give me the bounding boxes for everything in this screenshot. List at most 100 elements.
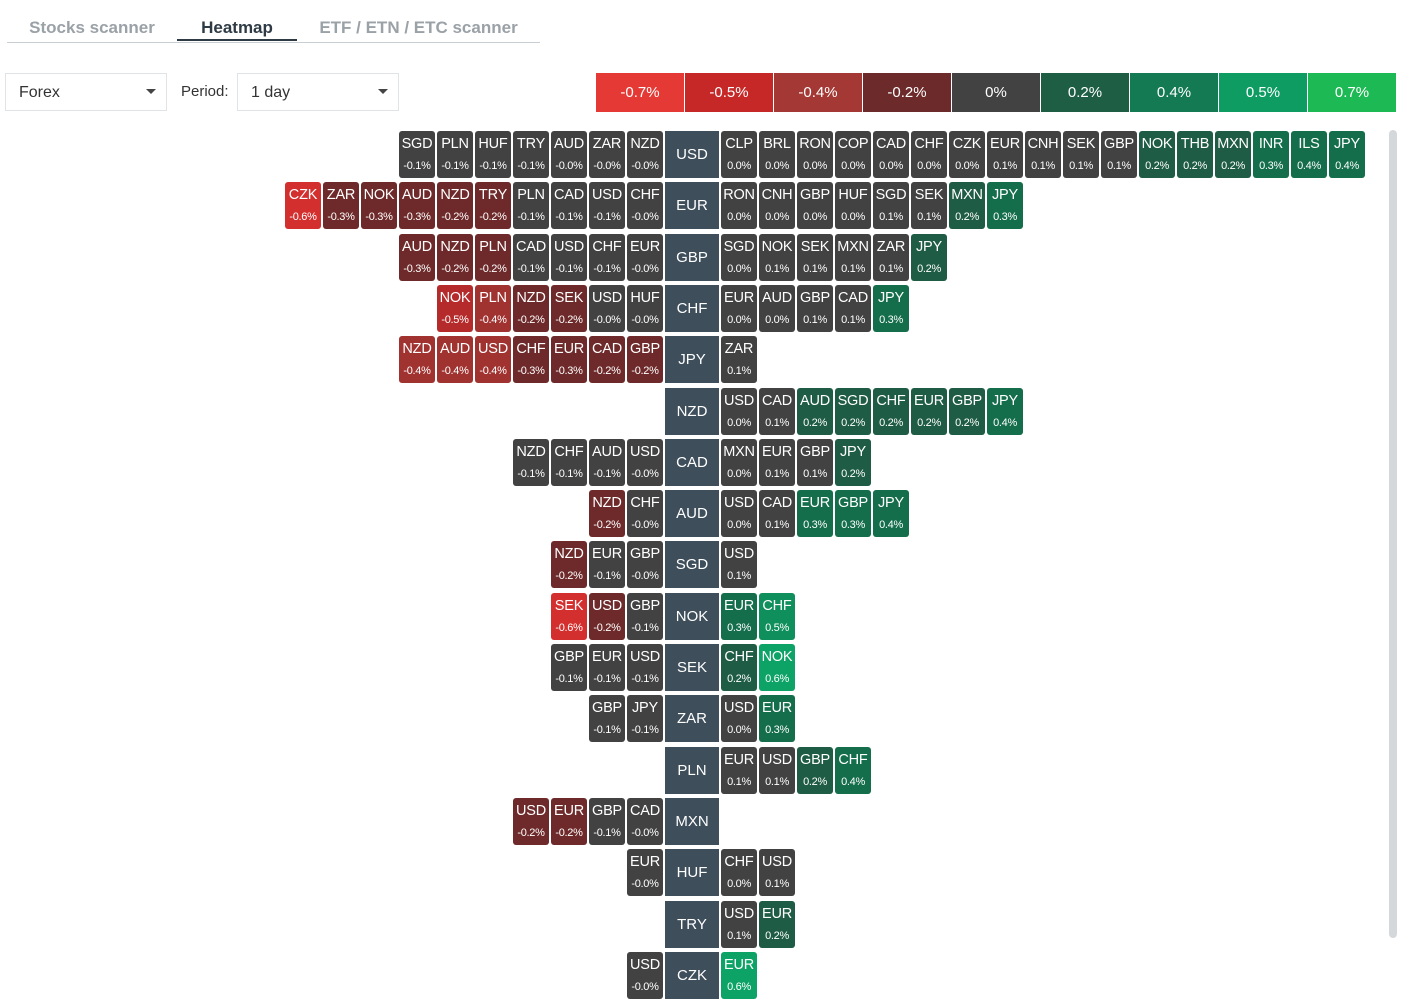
heatmap-cell-sek[interactable]: SEK 0.1% (797, 234, 833, 281)
heatmap-cell-chf[interactable]: CHF 0.0% (721, 849, 757, 896)
heatmap-cell-aud[interactable]: AUD -0.4% (437, 336, 473, 383)
base-currency-try[interactable]: TRY (665, 901, 719, 948)
heatmap-cell-gbp[interactable]: GBP 0.2% (797, 747, 833, 794)
heatmap-cell-try[interactable]: TRY -0.1% (513, 131, 549, 178)
heatmap-cell-cad[interactable]: CAD 0.1% (759, 388, 795, 435)
heatmap-cell-clp[interactable]: CLP 0.0% (721, 131, 757, 178)
heatmap-cell-sek[interactable]: SEK 0.1% (911, 182, 947, 229)
heatmap-cell-nzd[interactable]: NZD -0.4% (399, 336, 435, 383)
heatmap-cell-chf[interactable]: CHF -0.0% (627, 182, 663, 229)
heatmap-cell-sgd[interactable]: SGD -0.1% (399, 131, 435, 178)
asset-class-select[interactable]: Forex (5, 73, 167, 111)
heatmap-cell-zar[interactable]: ZAR -0.0% (589, 131, 625, 178)
heatmap-cell-zar[interactable]: ZAR 0.1% (873, 234, 909, 281)
heatmap-cell-ils[interactable]: ILS 0.4% (1291, 131, 1327, 178)
heatmap-cell-usd[interactable]: USD -0.1% (589, 182, 625, 229)
heatmap-cell-eur[interactable]: EUR 0.3% (721, 593, 757, 640)
heatmap-cell-inr[interactable]: INR 0.3% (1253, 131, 1289, 178)
heatmap-cell-mxn[interactable]: MXN 0.2% (1215, 131, 1251, 178)
heatmap-cell-usd[interactable]: USD 0.0% (721, 695, 757, 742)
heatmap-cell-jpy[interactable]: JPY 0.2% (835, 439, 871, 486)
heatmap-cell-jpy[interactable]: JPY 0.3% (987, 182, 1023, 229)
heatmap-cell-gbp[interactable]: GBP -0.2% (627, 336, 663, 383)
heatmap-cell-nzd[interactable]: NZD -0.2% (437, 182, 473, 229)
heatmap-cell-huf[interactable]: HUF 0.0% (835, 182, 871, 229)
heatmap-cell-usd[interactable]: USD -0.2% (513, 798, 549, 845)
tab-heatmap[interactable]: Heatmap (177, 0, 297, 41)
heatmap-cell-aud[interactable]: AUD -0.1% (589, 439, 625, 486)
heatmap-cell-eur[interactable]: EUR -0.0% (627, 234, 663, 281)
heatmap-cell-usd[interactable]: USD 0.0% (721, 490, 757, 537)
heatmap-cell-huf[interactable]: HUF -0.0% (627, 285, 663, 332)
heatmap-cell-cop[interactable]: COP 0.0% (835, 131, 871, 178)
heatmap-cell-jpy[interactable]: JPY 0.2% (911, 234, 947, 281)
heatmap-cell-cad[interactable]: CAD 0.1% (835, 285, 871, 332)
heatmap-cell-aud[interactable]: AUD 0.0% (759, 285, 795, 332)
heatmap-cell-sgd[interactable]: SGD 0.0% (721, 234, 757, 281)
heatmap-cell-jpy[interactable]: JPY 0.3% (873, 285, 909, 332)
heatmap-cell-usd[interactable]: USD -0.0% (627, 952, 663, 999)
heatmap-cell-eur[interactable]: EUR 0.3% (759, 695, 795, 742)
scrollbar[interactable] (1389, 130, 1397, 938)
heatmap-cell-nok[interactable]: NOK 0.2% (1139, 131, 1175, 178)
heatmap-cell-jpy[interactable]: JPY 0.4% (873, 490, 909, 537)
heatmap-cell-nzd[interactable]: NZD -0.1% (513, 439, 549, 486)
heatmap-cell-eur[interactable]: EUR -0.0% (627, 849, 663, 896)
heatmap-cell-mxn[interactable]: MXN 0.2% (949, 182, 985, 229)
heatmap-cell-gbp[interactable]: GBP 0.1% (797, 439, 833, 486)
heatmap-cell-zar[interactable]: ZAR 0.1% (721, 336, 757, 383)
heatmap-cell-usd[interactable]: USD 0.0% (721, 388, 757, 435)
heatmap-cell-eur[interactable]: EUR 0.1% (721, 747, 757, 794)
heatmap-cell-nok[interactable]: NOK -0.5% (437, 285, 473, 332)
base-currency-nzd[interactable]: NZD (665, 388, 719, 435)
heatmap-cell-chf[interactable]: CHF 0.2% (873, 388, 909, 435)
heatmap-cell-pln[interactable]: PLN -0.1% (437, 131, 473, 178)
heatmap-cell-eur[interactable]: EUR 0.3% (797, 490, 833, 537)
heatmap-cell-nzd[interactable]: NZD -0.2% (589, 490, 625, 537)
heatmap-cell-chf[interactable]: CHF 0.5% (759, 593, 795, 640)
heatmap-cell-nzd[interactable]: NZD -0.2% (437, 234, 473, 281)
heatmap-cell-pln[interactable]: PLN -0.2% (475, 234, 511, 281)
base-currency-sek[interactable]: SEK (665, 644, 719, 691)
heatmap-cell-nok[interactable]: NOK -0.3% (361, 182, 397, 229)
heatmap-cell-gbp[interactable]: GBP -0.1% (551, 644, 587, 691)
heatmap-cell-pln[interactable]: PLN -0.1% (513, 182, 549, 229)
heatmap-cell-usd[interactable]: USD 0.1% (721, 541, 757, 588)
heatmap-cell-gbp[interactable]: GBP 0.0% (797, 182, 833, 229)
base-currency-mxn[interactable]: MXN (665, 798, 719, 845)
heatmap-cell-usd[interactable]: USD 0.1% (759, 849, 795, 896)
heatmap-cell-czk[interactable]: CZK 0.0% (949, 131, 985, 178)
heatmap-cell-aud[interactable]: AUD -0.3% (399, 182, 435, 229)
heatmap-cell-eur[interactable]: EUR 0.0% (721, 285, 757, 332)
heatmap-cell-eur[interactable]: EUR 0.6% (721, 952, 757, 999)
heatmap-cell-cad[interactable]: CAD -0.1% (513, 234, 549, 281)
heatmap-cell-nzd[interactable]: NZD -0.0% (627, 131, 663, 178)
heatmap-cell-try[interactable]: TRY -0.2% (475, 182, 511, 229)
heatmap-cell-pln[interactable]: PLN -0.4% (475, 285, 511, 332)
heatmap-cell-mxn[interactable]: MXN 0.1% (835, 234, 871, 281)
heatmap-cell-usd[interactable]: USD -0.0% (627, 439, 663, 486)
heatmap-cell-sgd[interactable]: SGD 0.2% (835, 388, 871, 435)
heatmap-cell-eur[interactable]: EUR -0.2% (551, 798, 587, 845)
heatmap-cell-sgd[interactable]: SGD 0.1% (873, 182, 909, 229)
base-currency-huf[interactable]: HUF (665, 849, 719, 896)
heatmap-cell-usd[interactable]: USD 0.1% (721, 901, 757, 948)
base-currency-usd[interactable]: USD (665, 131, 719, 178)
heatmap-cell-sek[interactable]: SEK -0.2% (551, 285, 587, 332)
heatmap-cell-eur[interactable]: EUR -0.1% (589, 541, 625, 588)
heatmap-cell-ron[interactable]: RON 0.0% (721, 182, 757, 229)
heatmap-cell-cad[interactable]: CAD -0.2% (589, 336, 625, 383)
heatmap-cell-usd[interactable]: USD -0.4% (475, 336, 511, 383)
heatmap-cell-eur[interactable]: EUR -0.1% (589, 644, 625, 691)
heatmap-cell-cnh[interactable]: CNH 0.0% (759, 182, 795, 229)
base-currency-eur[interactable]: EUR (665, 182, 719, 229)
base-currency-pln[interactable]: PLN (665, 747, 719, 794)
heatmap-cell-huf[interactable]: HUF -0.1% (475, 131, 511, 178)
heatmap-cell-nok[interactable]: NOK 0.6% (759, 644, 795, 691)
heatmap-cell-nok[interactable]: NOK 0.1% (759, 234, 795, 281)
base-currency-aud[interactable]: AUD (665, 490, 719, 537)
heatmap-cell-usd[interactable]: USD -0.1% (627, 644, 663, 691)
base-currency-sgd[interactable]: SGD (665, 541, 719, 588)
heatmap-cell-gbp[interactable]: GBP 0.3% (835, 490, 871, 537)
heatmap-cell-cad[interactable]: CAD 0.0% (873, 131, 909, 178)
